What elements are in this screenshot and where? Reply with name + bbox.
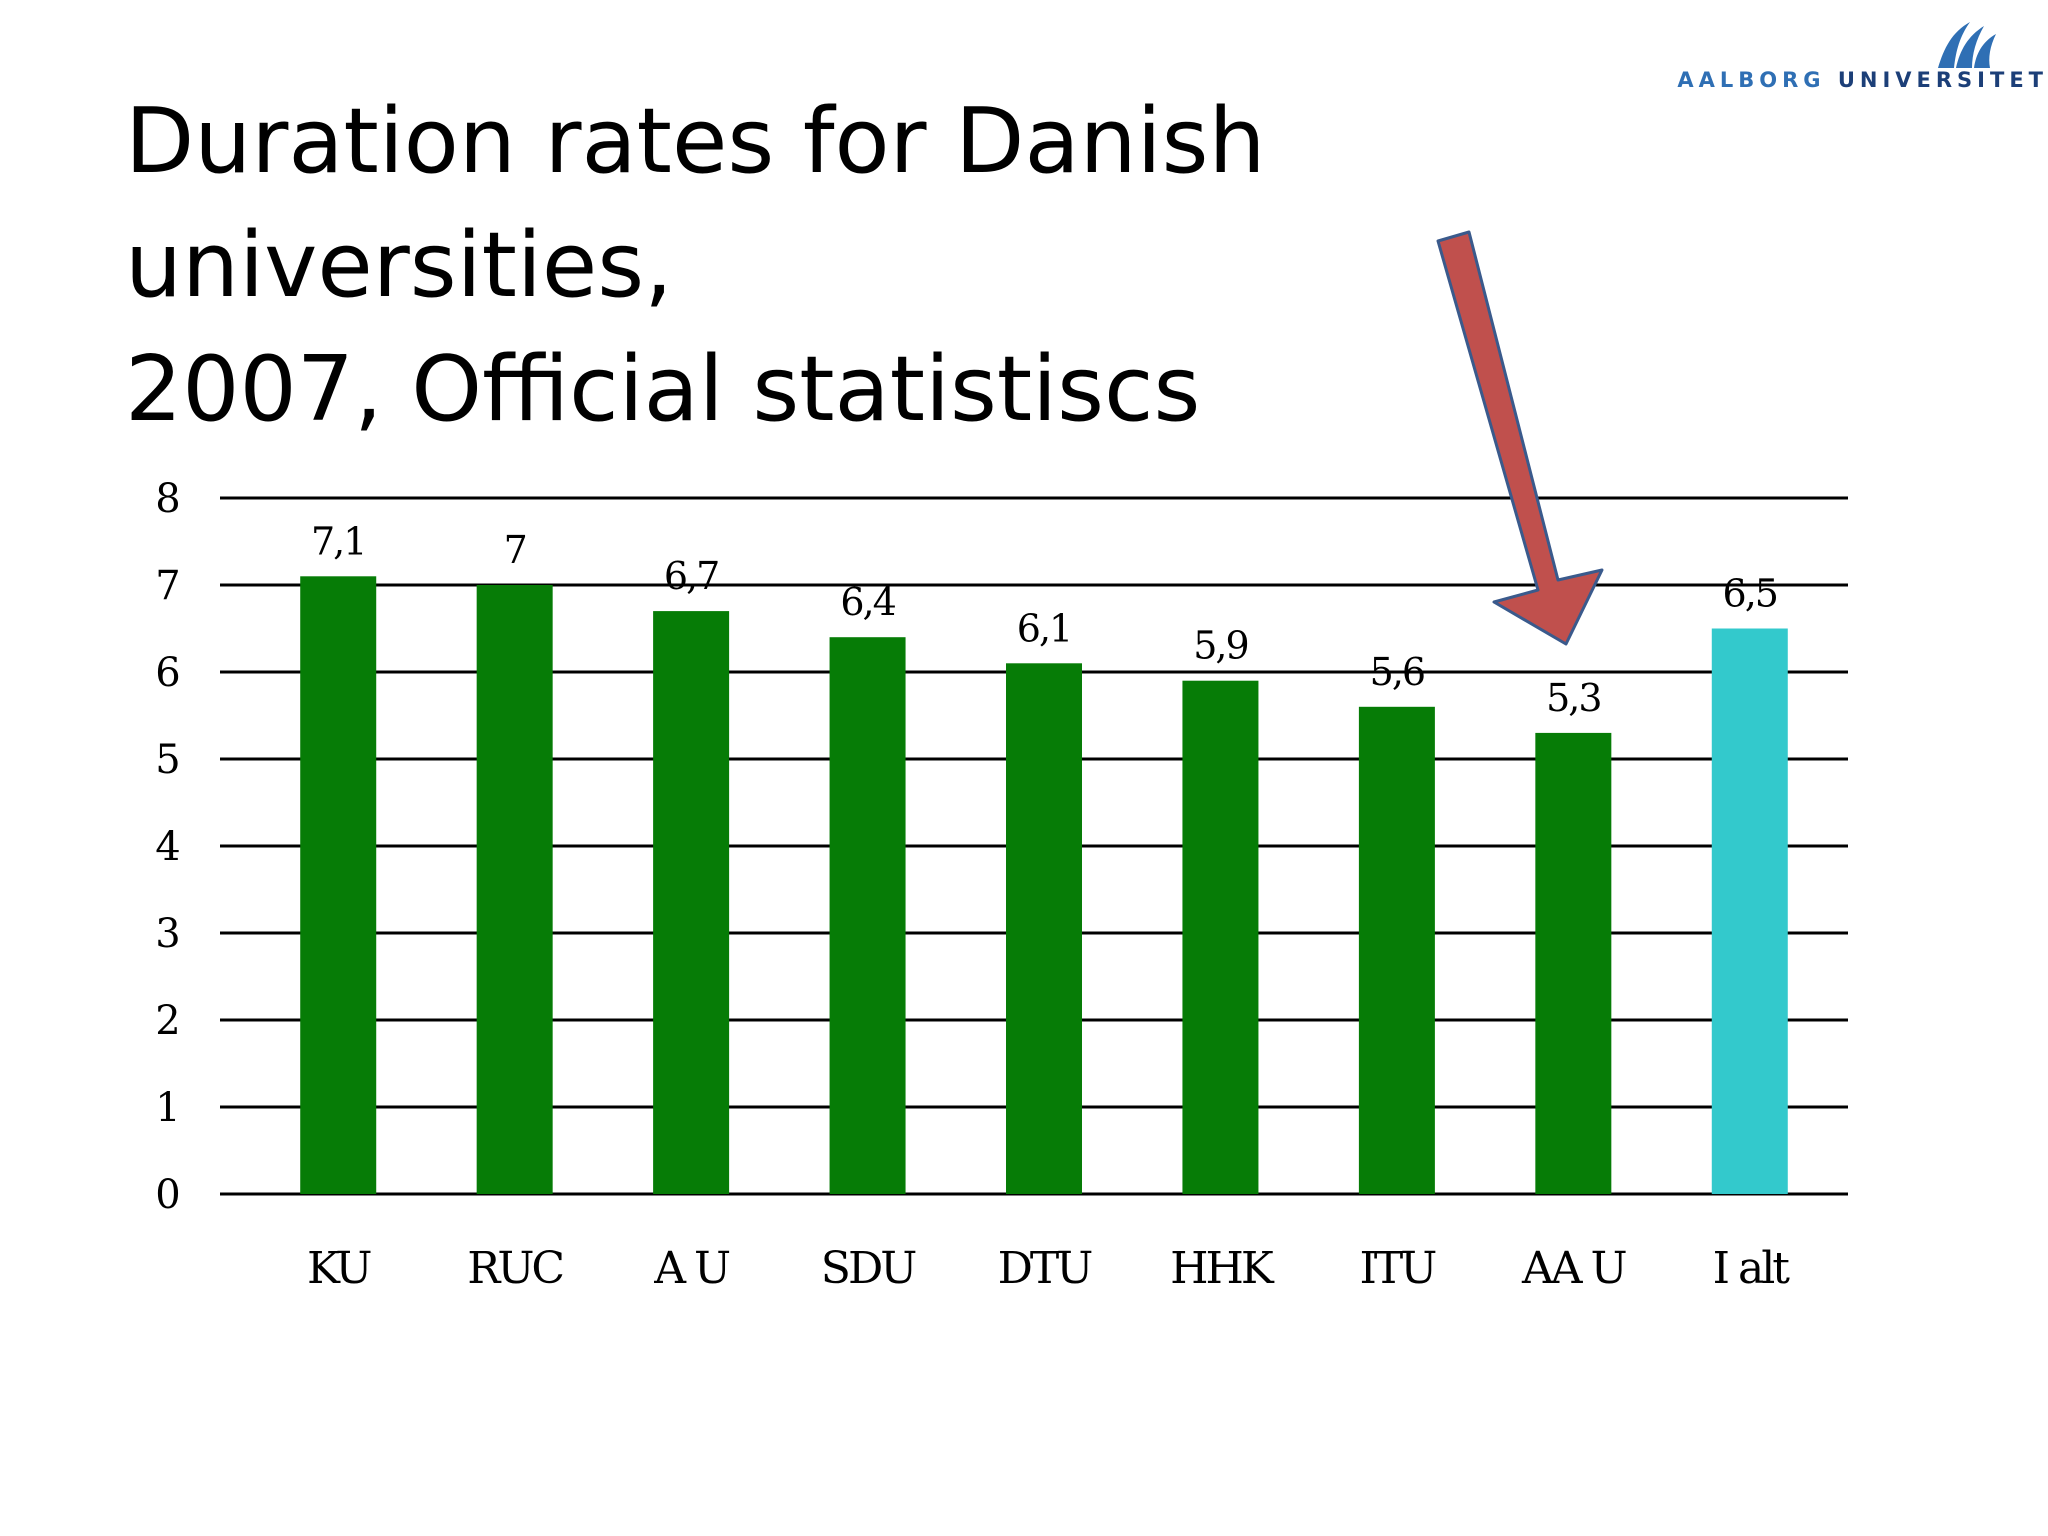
- category-labels: KU RUC A U SDU DTU HHK ITU AA U I alt: [307, 1243, 1793, 1294]
- y-tick-label: 3: [155, 911, 180, 957]
- bar: [1358, 706, 1435, 1194]
- x-tick-label: A U: [653, 1243, 730, 1294]
- x-tick-label: HHK: [1170, 1243, 1275, 1294]
- y-tick-label: 2: [155, 998, 180, 1044]
- logo-wordmark: AALBORG UNIVERSITET: [1588, 68, 2048, 92]
- bar: [1535, 732, 1612, 1194]
- data-label: 6,5: [1723, 572, 1777, 616]
- slide-title: Duration rates for Danish universities, …: [125, 80, 1825, 452]
- data-label: 6,7: [664, 554, 718, 598]
- data-label: 6,4: [840, 580, 895, 624]
- y-tick-label: 7: [155, 563, 180, 609]
- data-label: 5,6: [1370, 650, 1424, 694]
- slide-title-line2: 2007, Official statistiscs: [125, 337, 1201, 442]
- bar: [1711, 628, 1788, 1194]
- bar: [300, 576, 377, 1194]
- bar: [1182, 680, 1259, 1194]
- y-tick-label: 8: [155, 476, 180, 522]
- bar: [653, 611, 730, 1194]
- university-emblem-icon: [1938, 22, 1996, 68]
- x-tick-label: I alt: [1713, 1243, 1791, 1294]
- y-tick-label: 4: [155, 824, 180, 870]
- data-label: 6,1: [1017, 606, 1071, 650]
- x-tick-label: SDU: [821, 1243, 916, 1294]
- data-label: 7,1: [311, 519, 365, 563]
- slide-title-line1: Duration rates for Danish universities,: [125, 89, 1266, 318]
- bar: [476, 585, 553, 1194]
- highlight-arrow: [1436, 230, 1604, 646]
- logo-word-aalborg: AALBORG: [1677, 68, 1826, 92]
- y-tick-label: 6: [155, 650, 180, 696]
- bars: [300, 576, 1788, 1194]
- data-label: 5,3: [1546, 676, 1600, 720]
- data-label: 5,9: [1193, 624, 1247, 668]
- x-tick-label: DTU: [998, 1243, 1093, 1294]
- y-tick-label: 5: [155, 737, 180, 783]
- x-tick-label: KU: [307, 1243, 371, 1294]
- value-labels: 7,1 7 6,7 6,4 6,1 5,9 5,6 5,3 6,5: [311, 519, 1779, 720]
- bar: [1006, 663, 1082, 1194]
- aalborg-university-logo: AALBORG UNIVERSITET: [1588, 18, 2048, 98]
- x-tick-label: RUC: [467, 1243, 563, 1294]
- x-tick-label: AA U: [1521, 1243, 1627, 1294]
- y-axis-ticks: 0 1 2 3 4 5 6 7 8: [155, 476, 180, 1218]
- data-label: 7: [504, 528, 526, 572]
- logo-word-universitet: UNIVERSITET: [1837, 68, 2048, 92]
- bar: [829, 637, 906, 1194]
- x-tick-label: ITU: [1359, 1243, 1436, 1294]
- y-tick-label: 1: [155, 1085, 180, 1131]
- y-tick-label: 0: [155, 1172, 180, 1218]
